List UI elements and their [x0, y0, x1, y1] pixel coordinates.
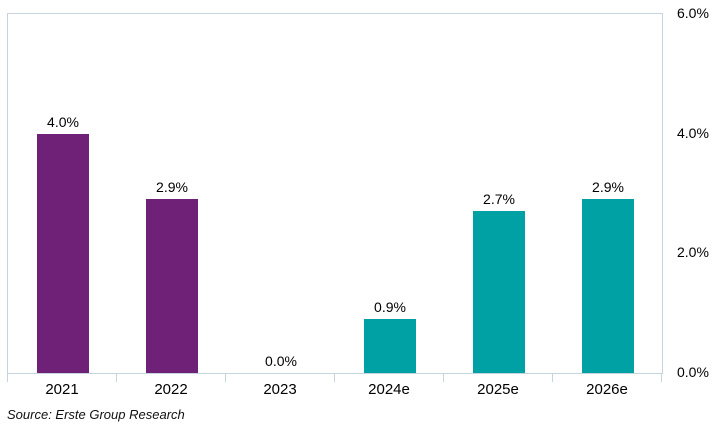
plot-area: 4.0% 2.9% 0.0% 0.9% 2.7% 2.9%: [7, 13, 663, 374]
bar-2022: [146, 199, 198, 373]
x-label-2022: 2022: [154, 381, 188, 398]
x-axis-tick: [116, 373, 117, 382]
x-axis-tick: [7, 373, 8, 382]
x-axis-tick: [225, 373, 226, 382]
x-axis-tick: [443, 373, 444, 382]
value-label-2021: 4.0%: [47, 114, 79, 130]
x-axis-tick: [552, 373, 553, 382]
y-label-6.0%: 6.0%: [677, 5, 709, 21]
y-label-0.0%: 0.0%: [677, 364, 709, 380]
x-axis-tick: [334, 373, 335, 382]
value-label-2025e: 2.7%: [483, 191, 515, 207]
x-axis-tick: [661, 373, 662, 382]
x-label-2025e: 2025e: [477, 381, 519, 398]
value-label-2024e: 0.9%: [374, 299, 406, 315]
x-label-2021: 2021: [45, 381, 79, 398]
x-label-2023: 2023: [263, 381, 297, 398]
y-label-2.0%: 2.0%: [677, 244, 709, 260]
bar-2021: [37, 134, 89, 373]
bar-2024e: [364, 319, 416, 373]
value-label-2023: 0.0%: [265, 353, 297, 369]
y-label-4.0%: 4.0%: [677, 125, 709, 141]
x-label-2026e: 2026e: [586, 381, 628, 398]
value-label-2022: 2.9%: [156, 179, 188, 195]
bar-2025e: [473, 211, 525, 373]
value-label-2026e: 2.9%: [592, 179, 624, 195]
bar-2026e: [582, 199, 634, 373]
x-label-2024e: 2024e: [368, 381, 410, 398]
source-note: Source: Erste Group Research: [7, 407, 185, 422]
